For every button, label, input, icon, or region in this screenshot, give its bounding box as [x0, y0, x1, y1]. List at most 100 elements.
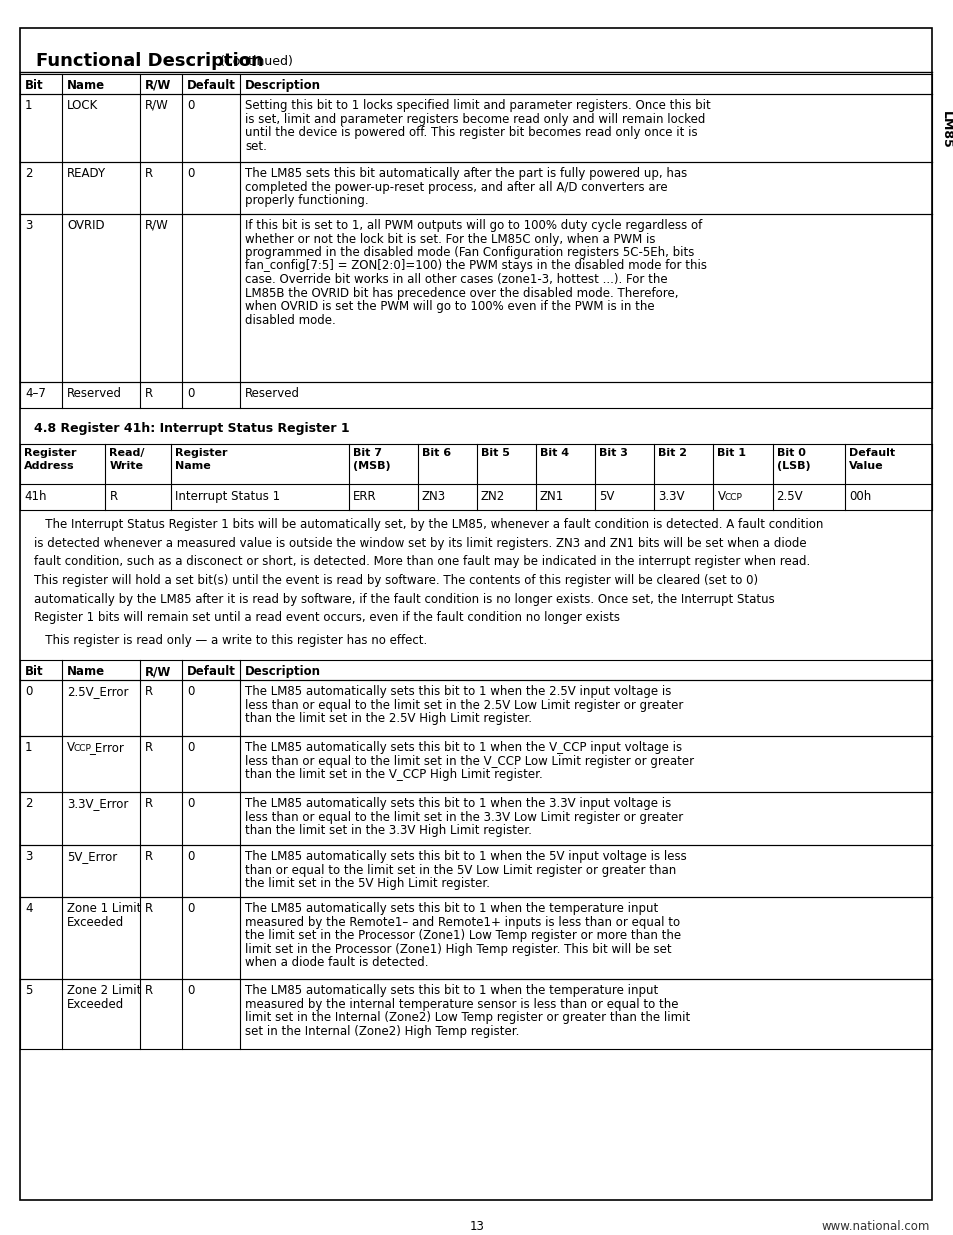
Text: Bit: Bit: [25, 79, 44, 91]
Text: Zone 2 Limit: Zone 2 Limit: [67, 984, 141, 998]
Text: R: R: [145, 167, 153, 180]
Text: R/W: R/W: [145, 99, 169, 112]
Text: V: V: [717, 490, 724, 503]
Text: 2.5V: 2.5V: [776, 490, 802, 503]
Text: R: R: [145, 851, 153, 863]
Text: is set, limit and parameter registers become read only and will remain locked: is set, limit and parameter registers be…: [245, 112, 704, 126]
Text: READY: READY: [67, 167, 106, 180]
Text: Bit 6: Bit 6: [421, 448, 451, 458]
Text: 0: 0: [187, 903, 194, 915]
Text: than the limit set in the 3.3V High Limit register.: than the limit set in the 3.3V High Limi…: [245, 825, 532, 837]
Text: Setting this bit to 1 locks specified limit and parameter registers. Once this b: Setting this bit to 1 locks specified li…: [245, 99, 710, 112]
Text: Description: Description: [245, 666, 320, 678]
Text: Bit 0: Bit 0: [776, 448, 804, 458]
Text: The LM85 automatically sets this bit to 1 when the V_CCP input voltage is: The LM85 automatically sets this bit to …: [245, 741, 681, 755]
Text: 2: 2: [25, 798, 32, 810]
Text: 1: 1: [25, 741, 32, 755]
Text: until the device is powered off. This register bit becomes read only once it is: until the device is powered off. This re…: [245, 126, 697, 140]
Text: The LM85 automatically sets this bit to 1 when the temperature input: The LM85 automatically sets this bit to …: [245, 903, 658, 915]
Text: Register 1 bits will remain set until a read event occurs, even if the fault con: Register 1 bits will remain set until a …: [34, 611, 619, 624]
Text: The Interrupt Status Register 1 bits will be automatically set, by the LM85, whe: The Interrupt Status Register 1 bits wil…: [34, 517, 822, 531]
Text: R: R: [145, 685, 153, 699]
Text: OVRID: OVRID: [67, 219, 105, 232]
Text: Exceeded: Exceeded: [67, 916, 124, 929]
Text: R: R: [145, 903, 153, 915]
Text: The LM85 sets this bit automatically after the part is fully powered up, has: The LM85 sets this bit automatically aft…: [245, 167, 686, 180]
Text: ERR: ERR: [353, 490, 375, 503]
Text: 0: 0: [187, 387, 194, 400]
Text: programmed in the disabled mode (Fan Configuration registers 5C-5Eh, bits: programmed in the disabled mode (Fan Con…: [245, 246, 694, 259]
Text: the limit set in the Processor (Zone1) Low Temp register or more than the: the limit set in the Processor (Zone1) L…: [245, 930, 680, 942]
Text: measured by the internal temperature sensor is less than or equal to the: measured by the internal temperature sen…: [245, 998, 678, 1011]
Text: 41h: 41h: [24, 490, 47, 503]
Text: than the limit set in the V_CCP High Limit register.: than the limit set in the V_CCP High Lim…: [245, 768, 542, 782]
Text: Name: Name: [67, 79, 105, 91]
Text: Functional Description: Functional Description: [36, 52, 263, 70]
Text: R/W: R/W: [145, 219, 169, 232]
Text: 5: 5: [25, 984, 32, 998]
Text: set in the Internal (Zone2) High Temp register.: set in the Internal (Zone2) High Temp re…: [245, 1025, 518, 1037]
Text: Bit: Bit: [25, 666, 44, 678]
Text: Description: Description: [245, 79, 320, 91]
Text: Write: Write: [110, 461, 143, 471]
Text: disabled mode.: disabled mode.: [245, 314, 335, 326]
Text: CCP: CCP: [723, 493, 741, 501]
Text: is detected whenever a measured value is outside the window set by its limit reg: is detected whenever a measured value is…: [34, 537, 806, 550]
Text: measured by the Remote1– and Remote1+ inputs is less than or equal to: measured by the Remote1– and Remote1+ in…: [245, 916, 679, 929]
Text: less than or equal to the limit set in the 2.5V Low Limit register or greater: less than or equal to the limit set in t…: [245, 699, 682, 711]
Text: ZN2: ZN2: [480, 490, 504, 503]
Text: The LM85 automatically sets this bit to 1 when the 3.3V input voltage is: The LM85 automatically sets this bit to …: [245, 798, 671, 810]
Text: LOCK: LOCK: [67, 99, 98, 112]
Text: fault condition, such as a disconect or short, is detected. More than one fault : fault condition, such as a disconect or …: [34, 556, 809, 568]
Text: (Continued): (Continued): [220, 56, 294, 68]
Text: _Error: _Error: [89, 741, 124, 755]
Text: 3.3V: 3.3V: [658, 490, 684, 503]
Text: Bit 5: Bit 5: [480, 448, 509, 458]
Text: ZN1: ZN1: [539, 490, 563, 503]
Text: 0: 0: [187, 99, 194, 112]
Text: Bit 3: Bit 3: [598, 448, 627, 458]
Text: less than or equal to the limit set in the V_CCP Low Limit register or greater: less than or equal to the limit set in t…: [245, 755, 694, 768]
Text: Reserved: Reserved: [67, 387, 122, 400]
Text: when OVRID is set the PWM will go to 100% even if the PWM is in the: when OVRID is set the PWM will go to 100…: [245, 300, 654, 312]
Text: ZN3: ZN3: [421, 490, 445, 503]
Text: The LM85 automatically sets this bit to 1 when the 5V input voltage is less: The LM85 automatically sets this bit to …: [245, 851, 686, 863]
Text: Bit 2: Bit 2: [658, 448, 686, 458]
Text: Zone 1 Limit: Zone 1 Limit: [67, 903, 141, 915]
Text: Bit 4: Bit 4: [539, 448, 569, 458]
Text: 00h: 00h: [848, 490, 870, 503]
Text: R/W: R/W: [145, 79, 172, 91]
Text: Bit 7: Bit 7: [353, 448, 381, 458]
Text: Value: Value: [848, 461, 882, 471]
Text: LM85B the OVRID bit has precedence over the disabled mode. Therefore,: LM85B the OVRID bit has precedence over …: [245, 287, 678, 300]
Text: fan_config[7:5] = ZON[2:0]=100) the PWM stays in the disabled mode for this: fan_config[7:5] = ZON[2:0]=100) the PWM …: [245, 259, 706, 273]
Text: The LM85 automatically sets this bit to 1 when the temperature input: The LM85 automatically sets this bit to …: [245, 984, 658, 998]
Text: The LM85 automatically sets this bit to 1 when the 2.5V input voltage is: The LM85 automatically sets this bit to …: [245, 685, 671, 699]
Text: Register: Register: [24, 448, 76, 458]
Text: (MSB): (MSB): [353, 461, 390, 471]
Text: Default: Default: [187, 79, 235, 91]
Text: 0: 0: [187, 984, 194, 998]
Text: R: R: [110, 490, 117, 503]
Text: 2.5V_Error: 2.5V_Error: [67, 685, 129, 699]
Text: Read/: Read/: [110, 448, 145, 458]
Text: R: R: [145, 798, 153, 810]
Text: This register will hold a set bit(s) until the event is read by software. The co: This register will hold a set bit(s) unt…: [34, 574, 758, 587]
Text: Bit 1: Bit 1: [717, 448, 745, 458]
Text: (LSB): (LSB): [776, 461, 809, 471]
Text: Address: Address: [24, 461, 74, 471]
Text: Exceeded: Exceeded: [67, 998, 124, 1011]
Text: 4.8 Register 41h: Interrupt Status Register 1: 4.8 Register 41h: Interrupt Status Regis…: [34, 422, 349, 435]
Text: LM85: LM85: [939, 111, 951, 149]
Text: properly functioning.: properly functioning.: [245, 194, 368, 207]
Text: case. Override bit works in all other cases (zone1-3, hottest ...). For the: case. Override bit works in all other ca…: [245, 273, 667, 287]
Text: 3.3V_Error: 3.3V_Error: [67, 798, 129, 810]
Text: CCP: CCP: [74, 745, 91, 753]
Text: V: V: [67, 741, 75, 755]
Text: 0: 0: [187, 685, 194, 699]
Text: Reserved: Reserved: [245, 387, 299, 400]
Text: less than or equal to the limit set in the 3.3V Low Limit register or greater: less than or equal to the limit set in t…: [245, 811, 682, 824]
Text: 0: 0: [25, 685, 32, 699]
Text: 5V: 5V: [598, 490, 614, 503]
Text: limit set in the Internal (Zone2) Low Temp register or greater than the limit: limit set in the Internal (Zone2) Low Te…: [245, 1011, 690, 1024]
